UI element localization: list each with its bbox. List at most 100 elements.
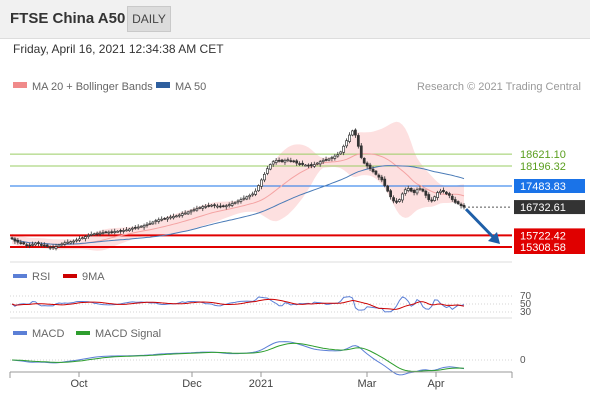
candle-body [78,238,81,241]
candle-body [456,201,460,205]
candle-body [125,229,128,232]
candle-body [430,199,434,202]
candle-body [412,189,416,193]
level-label-support: 15722.42 [520,230,566,242]
ma20-legend-swatch [13,82,27,88]
candle-body [122,230,125,232]
main-legend: MA 20 + Bollinger Bands MA 50 Research ©… [13,81,581,93]
candle-body [163,218,166,220]
macd-legend-swatch [13,331,27,335]
candle-body [315,162,319,165]
candle-body [433,196,437,201]
macd-legend: MACD MACD Signal [13,328,161,340]
candle-body [101,232,105,235]
copyright-text: Research © 2021 Trading Central [417,81,581,93]
candle-body [421,188,425,192]
candle-body [374,170,378,175]
candle-body [445,191,448,195]
rsi-ma-legend-swatch [63,274,77,278]
candle-body [365,162,369,167]
candle-body [354,129,357,136]
candle-body [66,241,70,244]
candle-body [274,159,278,163]
candle-body [248,195,252,198]
candle-body [28,244,31,247]
candle-body [72,240,76,243]
level-label-pivot: 17483.83 [520,181,566,193]
candle-body [427,194,431,200]
x-axis-label: 2021 [249,378,273,390]
candle-body [260,179,263,187]
candle-body [333,155,337,159]
candle-body [98,232,102,235]
candle-body [54,246,58,249]
period-daily-button[interactable]: DAILY [127,6,171,32]
candle-body [75,239,78,242]
candle-body [453,199,457,203]
candle-body [386,185,390,192]
candle-body [310,164,313,167]
candle-body [136,226,140,229]
candle-body [251,193,255,196]
candle-body [371,168,375,172]
candle-body [19,242,23,244]
macd-legend-label: MACD [32,328,64,340]
candle-body [57,244,61,248]
candle-body [107,231,111,234]
ma50-legend-label: MA 50 [175,81,206,93]
candle-body [392,197,395,202]
candle-body [312,164,316,167]
candle-body [81,237,84,240]
candle-body [462,204,466,208]
rsi-pane [10,295,512,313]
rsi-ma-line [11,298,465,310]
candle-body [324,159,328,161]
macd-signal-line [11,342,465,372]
candle-body [39,244,43,246]
candle-body [210,204,213,207]
candle-body [345,140,348,147]
candle-body [342,145,346,153]
level-tag-last_price [514,200,585,215]
candle-body [177,214,181,217]
candle-body [142,225,146,228]
candle-body [298,163,302,165]
rsi-tick-70: 70 [520,291,532,302]
candle-body [113,231,117,234]
candle-body [42,244,46,247]
candle-body [22,242,26,245]
forecast-arrow-head [488,232,500,244]
candle-body [351,130,354,136]
level-label-resistance: 18196.32 [520,161,566,173]
x-axis-labels: Oct Dec 2021 Mar Apr [70,372,445,390]
candle-body [242,197,246,200]
candle-body [277,159,281,162]
instrument-title: FTSE China A50 [10,10,126,27]
candle-body [60,243,64,246]
candle-body [380,176,384,181]
candle-body [395,200,398,203]
candle-body [204,205,208,208]
candle-body [257,185,260,192]
candle-body [10,237,14,240]
candle-body [104,231,108,234]
candle-body [183,212,187,215]
x-axis-label: Dec [182,378,202,390]
candle-body [63,242,67,245]
ma20-legend-label: MA 20 + Bollinger Bands [32,81,153,93]
rsi-legend-swatch [13,274,27,278]
candle-body [295,160,299,164]
candle-body [424,190,428,196]
candle-body [25,244,29,247]
candle-body [180,213,184,216]
candle-body [418,188,422,190]
candle-body [186,211,190,215]
candle-body [31,244,34,246]
candle-body [336,154,340,157]
candle-body [356,135,360,147]
candle-body [254,190,257,195]
rsi-tick-30: 30 [520,307,532,318]
candle-body [198,207,202,209]
candlesticks [10,128,466,251]
